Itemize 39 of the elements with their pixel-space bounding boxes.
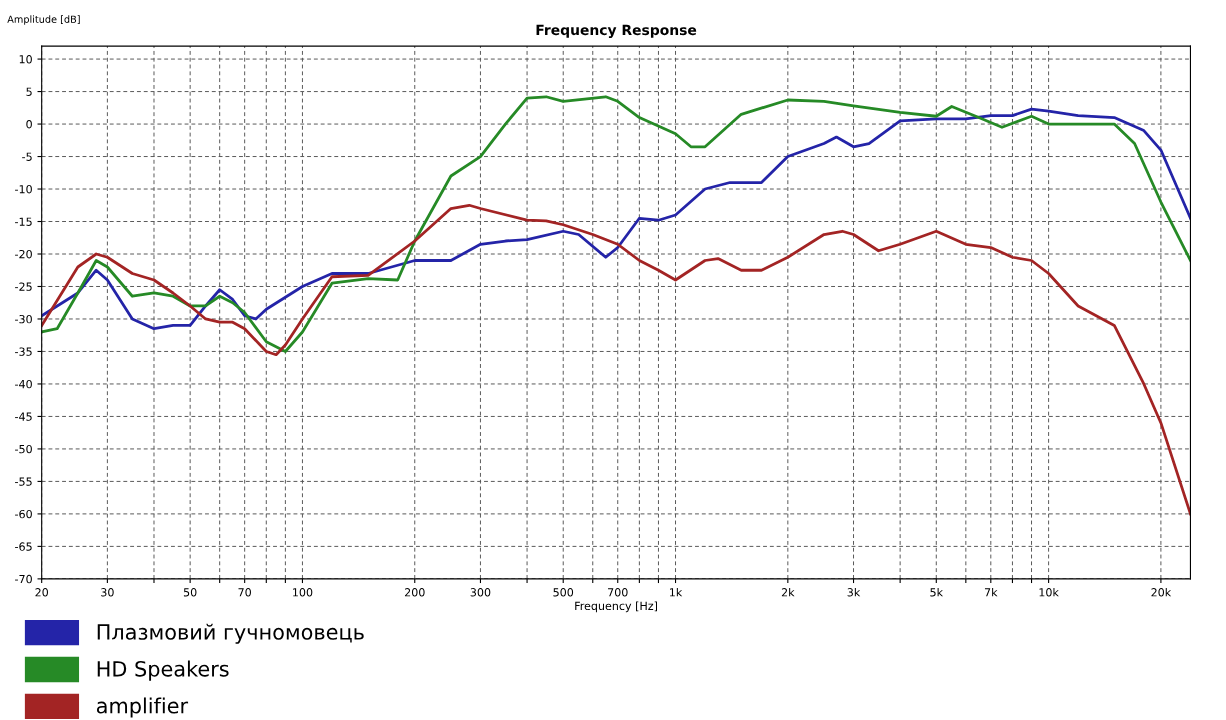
- x-tick-label: 20k: [1151, 587, 1172, 597]
- x-tick-label: 50: [183, 588, 197, 597]
- y-tick-label: -55: [15, 477, 32, 486]
- y-tick-label: -15: [15, 217, 32, 226]
- y-tick-label: -65: [15, 542, 32, 551]
- chart-title: Frequency Response: [536, 24, 697, 38]
- y-axis-title: Amplitude [dB]: [7, 15, 80, 25]
- x-tick-label: 5k: [930, 587, 944, 597]
- legend-label: HD Speakers: [97, 660, 229, 681]
- x-tick-label: 200: [404, 588, 425, 597]
- y-tick-label: -20: [15, 249, 32, 259]
- x-tick-label: 20: [35, 588, 49, 597]
- x-tick-label: 1k: [669, 587, 683, 597]
- x-tick-label: 3k: [847, 587, 861, 597]
- y-tick-label: -45: [15, 412, 32, 421]
- y-tick-label: -25: [15, 282, 32, 291]
- x-tick-label: 30: [101, 588, 114, 597]
- y-tick-label: -35: [15, 347, 32, 356]
- x-tick-label: 10k: [1039, 587, 1059, 597]
- x-axis-title: Frequency [Hz]: [575, 601, 657, 613]
- x-tick-label: 100: [293, 588, 313, 597]
- y-tick-label: -70: [15, 574, 32, 584]
- y-tick-label: 0: [26, 120, 32, 129]
- y-tick-label: -40: [15, 379, 32, 389]
- y-tick-label: 5: [26, 87, 32, 96]
- y-tick-label: -10: [15, 185, 32, 194]
- legend-label: Плазмовий гучномовець: [97, 623, 364, 644]
- y-tick-label: -60: [15, 509, 32, 519]
- y-tick-label: -50: [15, 444, 32, 454]
- x-tick-label: 7k: [984, 587, 998, 597]
- y-tick-label: -5: [22, 152, 32, 161]
- y-tick-label: -30: [15, 314, 32, 324]
- x-tick-label: 500: [553, 588, 574, 597]
- x-tick-label: 70: [238, 588, 251, 597]
- y-tick-label: 10: [19, 55, 32, 64]
- x-tick-label: 2k: [781, 587, 795, 597]
- legend-label: amplifier: [96, 697, 189, 718]
- x-tick-label: 300: [470, 588, 491, 597]
- x-tick-label: 700: [608, 588, 628, 597]
